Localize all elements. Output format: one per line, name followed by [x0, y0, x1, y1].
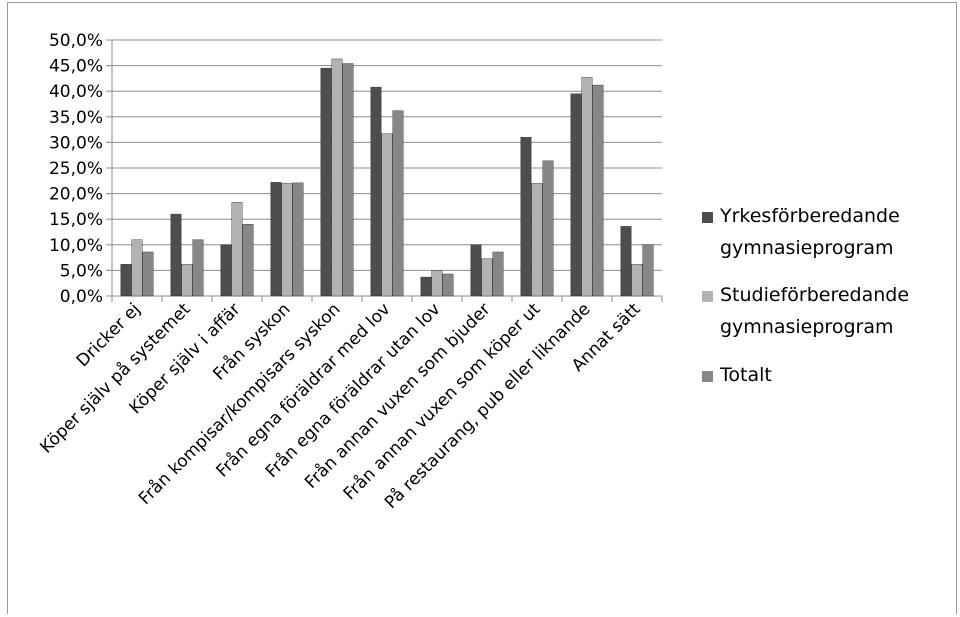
bar-9-series-0	[570, 93, 582, 297]
y-tick-label: 0,0%	[60, 287, 103, 307]
legend-label: Totalt	[719, 364, 772, 386]
bar-8-series-2	[542, 160, 554, 297]
bar-7-series-0	[470, 244, 482, 297]
legend-label: gymnasieprogram	[720, 237, 893, 259]
y-tick-label: 20,0%	[49, 185, 103, 205]
legend-swatch	[702, 291, 713, 302]
y-tick-label: 45,0%	[49, 57, 103, 77]
bar-9-series-1	[581, 77, 593, 297]
bar-8-series-0	[520, 137, 532, 297]
chart-frame	[7, 2, 957, 614]
legend-label: gymnasieprogram	[720, 316, 893, 338]
y-tick-label: 15,0%	[49, 210, 103, 230]
y-tick-label: 5,0%	[60, 261, 103, 281]
y-tick-label: 40,0%	[49, 82, 103, 102]
bar-5-series-1	[381, 133, 393, 297]
legend-swatch	[702, 212, 713, 223]
bar-0-series-2	[142, 251, 154, 297]
y-tick-label: 50,0%	[49, 31, 103, 51]
bar-10-series-2	[642, 244, 654, 297]
legend-label: Yrkesförberedande	[719, 205, 900, 227]
bar-1-series-0	[170, 213, 182, 297]
bar-4-series-0	[320, 67, 332, 297]
bar-7-series-1	[481, 258, 493, 297]
bar-8-series-1	[531, 183, 543, 297]
bar-3-series-2	[292, 182, 304, 297]
bar-6-series-1	[431, 270, 443, 297]
bar-10-series-1	[631, 264, 643, 297]
bar-2-series-2	[242, 224, 254, 297]
bar-0-series-1	[131, 239, 143, 297]
y-tick-label: 30,0%	[49, 133, 103, 153]
bar-3-series-1	[281, 183, 293, 297]
bar-10-series-0	[620, 226, 632, 297]
legend-label: Studieförberedande	[720, 284, 909, 306]
bar-4-series-1	[331, 58, 343, 297]
bar-1-series-2	[192, 239, 204, 297]
y-tick-label: 35,0%	[49, 108, 103, 128]
y-tick-label: 10,0%	[49, 236, 103, 256]
legend-swatch	[702, 371, 713, 382]
bar-0-series-0	[120, 264, 132, 297]
bar-5-series-0	[370, 86, 382, 297]
bar-3-series-0	[270, 182, 282, 297]
bar-4-series-2	[342, 63, 354, 297]
bar-7-series-2	[492, 251, 504, 297]
y-tick-label: 25,0%	[49, 159, 103, 179]
bar-2-series-0	[220, 244, 232, 297]
bar-6-series-2	[442, 273, 454, 297]
bar-5-series-2	[392, 110, 404, 297]
bar-9-series-2	[592, 84, 604, 297]
bar-2-series-1	[231, 202, 243, 297]
bar-6-series-0	[420, 276, 432, 297]
bar-1-series-1	[181, 264, 193, 297]
